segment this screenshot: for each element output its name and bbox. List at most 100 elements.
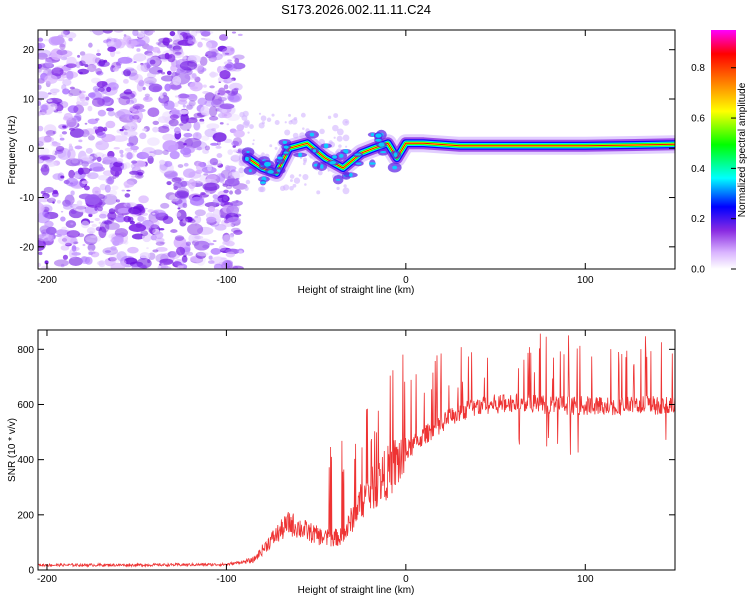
spectrogram-noise-blob xyxy=(208,105,218,117)
spectrogram-noise-blob xyxy=(140,30,150,34)
spectrogram-noise-blob xyxy=(38,68,42,73)
spectrogram-noise-blob xyxy=(146,247,149,250)
spectrogram-noise-blob xyxy=(95,140,109,151)
spectrogram-noise-blob xyxy=(112,66,119,72)
spectrogram-noise-blob xyxy=(194,180,199,183)
spectrogram-noise-blob xyxy=(173,181,184,189)
spectrogram-noise-blob xyxy=(40,104,50,111)
spectrogram-noise-blob xyxy=(123,34,127,37)
spectrogram-noise-blob xyxy=(193,121,201,131)
spectrogram-noise-blob xyxy=(209,157,219,166)
spectrogram-noise-blob xyxy=(178,137,194,149)
spectrogram-noise-blob xyxy=(162,133,175,141)
snr-series-line xyxy=(38,333,675,568)
spectrogram-noise-blob xyxy=(252,142,255,146)
spectrogram-xlabel: Height of straight line (km) xyxy=(298,285,415,296)
spectrogram-noise-blob xyxy=(85,96,90,101)
spectrogram-noise-blob xyxy=(149,218,160,229)
snr-frame xyxy=(37,329,676,571)
spectrogram-noise-blob xyxy=(134,173,144,179)
spectrogram-noise-blob xyxy=(52,130,57,135)
spectrogram-noise-blob xyxy=(104,250,112,253)
spectrogram-noise-blob xyxy=(142,128,147,132)
spectrogram-noise-blob xyxy=(206,100,212,104)
spectrogram-noise-blob xyxy=(78,193,93,200)
spectrogram-noise-blob xyxy=(152,120,160,125)
spectrogram-noise-blob xyxy=(164,83,172,92)
spectrogram-noise-blob xyxy=(66,230,80,238)
spectrogram-noise-blob xyxy=(124,122,135,130)
spectrogram-noise-blob xyxy=(204,99,215,107)
spectrogram-noise-blob xyxy=(38,212,51,224)
spectrogram-noise-blob xyxy=(38,141,44,147)
spectrogram-noise-blob xyxy=(107,150,115,159)
spectrogram-noise-blob xyxy=(104,184,111,193)
spectrogram-noise-blob xyxy=(136,151,149,160)
snr-xtick-label: 0 xyxy=(403,574,409,585)
spectrogram-noise-blob xyxy=(39,147,50,155)
spectrogram-noise-blob xyxy=(123,180,135,188)
spectrogram-noise-blob xyxy=(159,241,166,245)
spectrogram-noise-blob xyxy=(174,190,189,199)
spectrogram-noise-blob xyxy=(38,42,46,49)
spectrogram-noise-blob xyxy=(131,175,136,178)
spectrogram-noise-blob xyxy=(127,246,139,254)
spectrogram-noise-blob xyxy=(234,58,240,64)
spectrogram-signal-blob-core xyxy=(368,162,376,165)
spectrogram-noise-blob xyxy=(98,59,106,67)
spectrogram-noise-blob xyxy=(223,234,231,246)
spectrogram-noise-blob xyxy=(179,109,189,115)
spectrogram-noise-blob xyxy=(212,132,227,143)
snr-ylabel: SNR (10 * v/v) xyxy=(7,418,18,482)
spectrogram-noise-blob xyxy=(319,128,325,135)
spectrogram-noise-blob xyxy=(39,156,51,161)
spectrogram-noise-blob xyxy=(60,216,66,222)
spectrogram-noise-blob xyxy=(126,202,131,209)
spectrogram-noise-blob xyxy=(218,245,226,252)
spectrogram-noise-blob xyxy=(63,179,70,185)
spectrogram-noise-blob xyxy=(96,49,100,53)
spectrogram-noise-blob xyxy=(104,195,108,199)
spectrogram-noise-blob xyxy=(38,202,45,214)
spectrogram-noise-blob xyxy=(289,185,294,191)
spectrogram-noise-blob xyxy=(99,221,110,233)
spectrogram-noise-blob xyxy=(119,128,124,132)
snr-xlabel: Height of straight line (km) xyxy=(298,585,415,596)
spectrogram-noise-blob xyxy=(112,206,116,210)
spectrogram-noise-blob xyxy=(217,92,220,95)
spectrogram-noise-blob xyxy=(342,187,350,195)
spectrogram-noise-blob xyxy=(258,112,262,115)
spectrogram-noise-blob xyxy=(52,189,58,194)
spectrogram-noise-blob xyxy=(152,46,161,53)
spectrogram-noise-blob xyxy=(88,220,94,223)
spectrogram-noise-blob xyxy=(213,263,223,269)
spectrogram-noise-blob xyxy=(123,69,131,77)
spectrogram-noise-blob xyxy=(143,207,148,210)
spectrogram-noise-blob xyxy=(201,135,210,141)
spectrogram-noise-blob xyxy=(74,145,83,150)
spectrogram-noise-blob xyxy=(219,103,235,110)
spectrogram-noise-blob xyxy=(71,252,81,256)
spectrogram-noise-blob xyxy=(87,243,96,252)
spectrogram-noise-blob xyxy=(113,147,120,150)
spectrogram-noise-blob xyxy=(110,262,126,269)
spectrogram-noise-blob xyxy=(47,99,53,103)
spectrogram-noise-blob xyxy=(177,93,190,99)
spectrogram-noise-blob xyxy=(65,177,79,187)
spectrogram-noise-blob xyxy=(197,41,203,48)
spectrogram-noise-blob xyxy=(79,101,89,106)
spectrogram-noise-blob xyxy=(73,241,79,245)
spectrogram-noise-blob xyxy=(124,151,135,159)
spectrogram-noise-blob xyxy=(174,51,182,55)
spectrogram-noise-blob xyxy=(225,184,233,190)
colorbar-tick-label: 0.0 xyxy=(691,265,705,276)
spectrogram-noise-blob xyxy=(196,251,209,257)
spectrogram-noise-blob xyxy=(38,49,52,58)
spectrogram-noise-blob xyxy=(169,150,180,160)
spectrogram-noise-blob xyxy=(69,248,78,259)
spectrogram-noise-blob xyxy=(74,113,82,121)
spectrogram-noise-blob xyxy=(107,41,115,46)
colorbar-axes: 0.0 0.2 0.4 0.6 0.8 xyxy=(691,63,736,276)
spectrogram-noise-blob xyxy=(43,186,54,193)
